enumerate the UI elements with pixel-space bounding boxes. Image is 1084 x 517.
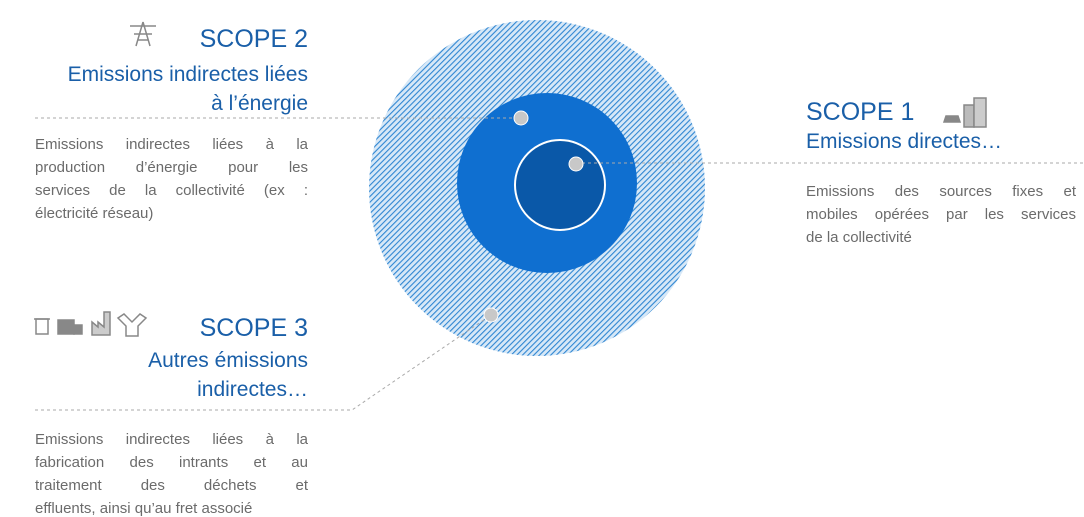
scope3-subtitle: Autres émissions indirectes… — [20, 346, 308, 404]
desc-line: production d’énergie pour les — [35, 159, 308, 176]
desc-line: traitement des déchets et — [35, 477, 308, 494]
icons — [34, 21, 987, 337]
desc-line: Emissions des sources fixes et — [806, 183, 1076, 200]
desc-line: effluents, ainsi qu’au fret associé — [35, 500, 253, 517]
scope1-core — [514, 139, 606, 231]
scope-subtitle: Autres émissions — [148, 349, 308, 372]
scope-title: SCOPE 3 — [199, 314, 308, 342]
scope1-description: Emissions des sources fixes et mobiles o… — [806, 180, 1076, 249]
scope2-heading: SCOPE 2 — [120, 24, 308, 54]
desc-line: fabrication des intrants et au — [35, 454, 308, 471]
scope3-description: Emissions indirectes liées à la fabricat… — [35, 428, 308, 517]
scope3-heading: SCOPE 3 — [150, 313, 308, 343]
scope-subtitle: Emissions directes… — [806, 130, 1003, 153]
desc-line: services de la collectivité (ex : — [35, 182, 308, 199]
connectors — [35, 117, 1084, 411]
desc-line: électricité réseau) — [35, 205, 154, 222]
scope1-heading: SCOPE 1 Emissions directes… — [806, 97, 1002, 156]
desc-line: de la collectivité — [806, 229, 912, 246]
scope2-description: Emissions indirectes liées à la producti… — [35, 133, 308, 225]
dots — [483, 110, 584, 323]
scope-title: SCOPE 2 — [199, 25, 308, 53]
desc-line: mobiles opérées par les services — [806, 206, 1076, 223]
scope-subtitle: indirectes… — [197, 378, 308, 401]
scope2-subtitle: Emissions indirectes liées à l’énergie — [20, 60, 308, 118]
desc-line: Emissions indirectes liées à la — [35, 136, 308, 153]
scope-subtitle: à l’énergie — [211, 92, 308, 115]
scope-title: SCOPE 1 — [806, 98, 915, 126]
desc-line: Emissions indirectes liées à la — [35, 431, 308, 448]
scope-subtitle: Emissions indirectes liées — [67, 63, 308, 86]
